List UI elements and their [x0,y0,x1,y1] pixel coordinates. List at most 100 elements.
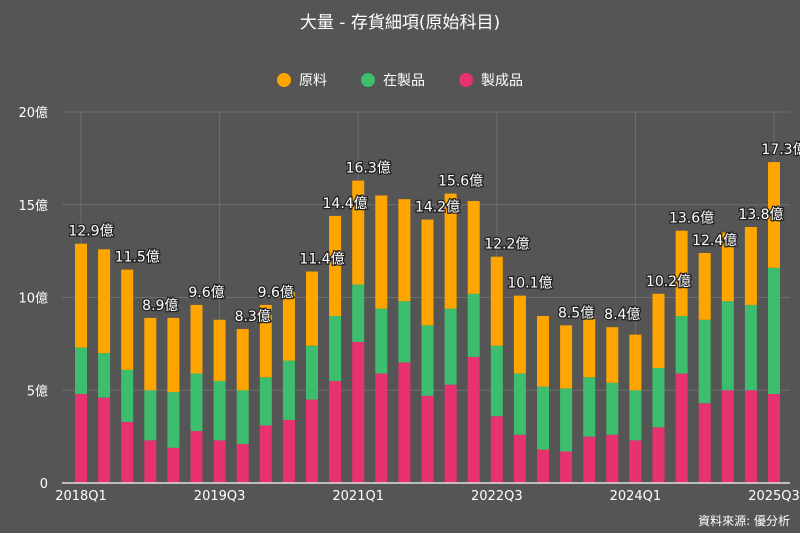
bar-segment-在製品 [606,382,619,435]
bar-segment-製成品 [352,342,365,483]
bar-segment-製成品 [213,440,226,483]
data-label: 10.2億 [646,274,691,290]
bar-segment-製成品 [744,390,757,483]
bar-segment-原料 [444,193,457,309]
data-label: 17.3億 [761,142,800,158]
data-label: 8.9億 [142,298,178,314]
legend-swatch-icon [277,73,291,87]
data-label: 11.5億 [115,250,160,266]
bar-segment-製成品 [282,419,295,483]
data-label: 13.8億 [738,207,783,223]
bar-segment-在製品 [537,386,549,450]
bar-segment-原料 [513,295,526,374]
legend-swatch-icon [361,73,375,87]
bar-segment-製成品 [513,434,526,483]
bar-segment-在製品 [698,319,711,404]
x-tick-label: 2018Q1 [55,489,107,504]
bar-segment-在製品 [560,388,573,452]
bar-segment-在製品 [282,360,295,420]
bar-segment-原料 [721,232,734,302]
bar-segment-在製品 [259,377,272,426]
legend-label: 在製品 [383,73,425,89]
bar-segment-原料 [75,243,87,348]
bar-segment-原料 [213,319,226,381]
bar-segment-在製品 [513,373,526,435]
x-tick-label: 2021Q1 [332,489,384,504]
bar-segment-製成品 [236,444,249,483]
bar-segment-製成品 [560,451,573,483]
bar-segment-製成品 [444,384,457,483]
bar-segment-原料 [675,230,688,317]
bar-segment-在製品 [75,347,87,394]
bar-segment-原料 [375,195,388,309]
bar-segment-製成品 [652,427,665,483]
legend-item-raw-material[interactable]: 原料 [277,70,327,90]
data-label: 12.9億 [68,224,113,240]
bar-segment-製成品 [467,356,480,483]
bar-segment-在製品 [236,390,249,445]
data-label: 8.5億 [558,305,594,321]
bar-segment-在製品 [652,367,665,428]
bar-segment-製成品 [606,434,619,483]
y-tick-label: 15億 [18,198,48,214]
bar-segment-原料 [282,291,295,361]
data-label: 8.3億 [235,309,271,325]
bar-segment-在製品 [675,316,688,374]
bar-segment-原料 [606,327,619,383]
bar-segment-製成品 [75,393,87,483]
chart-title: 大量 - 存貨細項(原始科目) [299,13,501,33]
data-label: 9.6億 [258,285,294,301]
x-tick-label: 2025Q3 [748,489,800,504]
bar-segment-製成品 [98,397,111,483]
data-label: 13.6億 [669,211,714,227]
y-tick-label: 10億 [18,291,48,307]
y-tick-label: 20億 [18,105,48,121]
bar-segment-在製品 [444,308,457,385]
bar-segment-在製品 [398,301,411,363]
bar-segment-製成品 [421,395,434,483]
bar-segment-製成品 [144,440,157,483]
bar-segment-原料 [537,316,549,387]
bar-segment-製成品 [190,431,203,483]
bar-segment-製成品 [375,373,388,483]
bar-segment-在製品 [98,353,111,398]
data-label: 9.6億 [188,285,224,301]
bar-segment-在製品 [167,392,180,448]
legend-label: 原料 [299,73,327,89]
data-label: 12.4億 [692,233,737,249]
legend: 原料 在製品 製成品 [0,70,800,90]
bar-segment-製成品 [329,380,342,483]
bar-segment-在製品 [144,390,157,441]
x-tick-label: 2019Q3 [194,489,246,504]
bar-segment-原料 [398,199,411,302]
legend-label: 製成品 [481,73,523,89]
bar-segment-製成品 [398,362,411,483]
data-label: 11.4億 [299,252,344,268]
source-note: 資料來源: 優分析 [698,514,790,528]
bar-segment-在製品 [190,373,203,432]
bar-segment-製成品 [167,447,180,483]
legend-item-finished-goods[interactable]: 製成品 [459,70,523,90]
data-label: 8.4億 [604,307,640,323]
bar-segment-在製品 [583,377,596,437]
data-label: 16.3億 [346,161,391,177]
x-tick-label: 2022Q3 [471,489,523,504]
bar-segment-製成品 [121,421,134,483]
bar-segment-原料 [768,162,780,268]
bar-segment-在製品 [306,345,318,400]
bar-segment-原料 [352,180,365,285]
y-tick-label: 0 [40,477,48,492]
bar-segment-原料 [652,293,665,368]
bar-segment-原料 [306,271,318,346]
data-label: 14.4億 [323,196,368,212]
legend-item-wip[interactable]: 在製品 [361,70,425,90]
bar-segment-原料 [490,256,503,346]
bar-segment-原料 [629,334,642,391]
bar-segment-原料 [121,269,134,370]
bar-segment-原料 [329,215,342,317]
data-label: 15.6億 [438,174,483,190]
bar-segment-在製品 [375,308,388,374]
bar-segment-製成品 [698,403,711,483]
legend-swatch-icon [459,73,473,87]
